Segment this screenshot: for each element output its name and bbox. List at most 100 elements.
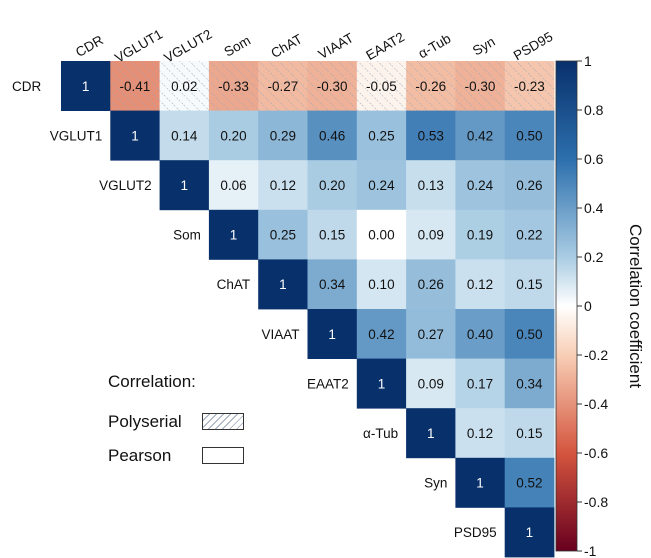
cell-fill [356,110,407,161]
heatmap-cell: 0.34 [504,358,555,409]
cell-fill [307,309,358,359]
heatmap-cell: 0.29 [258,110,308,161]
heatmap-cell: 1 [356,358,407,409]
heatmap-cell: 0.15 [504,408,555,459]
row-label: VIAAT [261,327,299,342]
cell-value-label: 0.25 [368,128,394,143]
cell-fill [406,160,456,211]
colorbar-tick-label: 0.8 [584,102,604,118]
column-label: Syn [470,34,498,59]
cell-fill [455,209,506,260]
cell-value-label: 0.42 [368,327,394,342]
heatmap-cell: 0.34 [307,259,358,310]
heatmap-cell: 1 [159,160,210,211]
polyserial-hatch [159,61,210,111]
column-label: CDR [73,32,106,60]
colorbar-tick-label: -0.8 [584,494,608,510]
cell-value-label: 0.20 [220,128,246,143]
cell-fill [406,358,456,409]
colorbar-tick-label: 0.2 [584,249,604,265]
column-label: Som [222,33,254,60]
cell-value-label: 1 [279,277,287,292]
cell-value-label: 0.13 [418,178,444,193]
cell-value-label: 1 [82,79,90,94]
column-label: EAAT2 [363,29,407,63]
cell-fill [504,259,555,310]
cell-fill [356,309,407,359]
cell-fill [208,209,259,260]
cell-value-label: 0.42 [467,128,493,143]
heatmap-cell: 0.15 [307,209,358,260]
cell-value-label: 1 [328,327,336,342]
cell-fill [307,160,358,211]
heatmap-cell: 0.50 [504,309,555,359]
heatmap-cell: 0.24 [356,160,407,211]
heatmap-cell: 0.02 [159,61,210,111]
colorbar-tick-label: -0.4 [584,396,608,412]
heatmap-cell: 0.53 [406,110,456,161]
heatmap-cell: 0.09 [406,209,456,260]
heatmap-cell: 0.24 [455,160,506,211]
legend-label-polyserial: Polyserial [108,412,182,431]
heatmap-cell: 0.10 [356,259,407,310]
cell-fill [110,110,160,161]
heatmap-cell: 1 [504,507,555,558]
column-label: PSD95 [511,29,556,63]
cell-value-label: 0.06 [220,178,246,193]
cell-value-label: 0.00 [368,228,394,243]
heatmap-cell: 0.12 [455,259,506,310]
heatmap-cell: 0.00 [356,209,407,260]
cell-fill [455,408,506,459]
heatmap-cell: 1 [61,61,111,111]
heatmap-cell: 0.26 [504,160,555,211]
heatmap-cell: -0.33 [208,61,259,111]
column-label: ChAT [268,31,305,61]
cell-value-label: 0.15 [516,277,542,292]
colorbar-tick-label: -0.6 [584,445,608,461]
heatmap-cell: 1 [258,259,308,310]
row-label: CDR [12,79,41,94]
cell-value-label: 0.14 [171,128,198,143]
heatmap-cell: -0.05 [356,61,407,111]
cell-fill [356,209,407,260]
heatmap-cell: 0.13 [406,160,456,211]
heatmap-cell: 0.25 [356,110,407,161]
cell-fill [504,160,555,211]
heatmap-cell: 0.27 [406,309,456,359]
legend-label-pearson: Pearson [108,446,172,465]
column-label: VGLUT2 [162,26,215,65]
row-label: Syn [424,476,447,491]
polyserial-hatch [258,61,308,111]
cell-fill [307,209,358,260]
heatmap-cell: 1 [307,309,358,359]
cell-fill [406,110,456,161]
cell-fill [159,160,210,211]
cell-fill [504,110,555,161]
cell-fill [406,309,456,359]
cell-value-label: 1 [427,426,435,441]
row-label: PSD95 [454,525,497,540]
cell-value-label: 0.10 [368,277,394,292]
cell-value-label: -0.27 [267,79,298,94]
cell-fill [356,259,407,310]
heatmap-cell: 0.19 [455,209,506,260]
cell-fill [258,110,308,161]
cell-value-label: 0.02 [171,79,197,94]
cell-value-label: 0.29 [270,128,296,143]
cell-value-label: 0.12 [467,426,493,441]
heatmap-cell: 0.42 [455,110,506,161]
cell-fill [406,259,456,310]
polyserial-hatch [208,61,259,111]
cell-fill [258,160,308,211]
cell-value-label: 0.34 [516,376,543,391]
cell-fill [406,209,456,260]
cell-fill [455,110,506,161]
cell-fill [455,160,506,211]
row-label: Som [173,228,201,243]
cell-value-label: 1 [476,476,484,491]
cell-fill [455,457,506,508]
cell-value-label: 0.46 [319,128,345,143]
cell-value-label: 0.40 [467,327,493,342]
colorbar-tick-label: 0.4 [584,200,604,216]
